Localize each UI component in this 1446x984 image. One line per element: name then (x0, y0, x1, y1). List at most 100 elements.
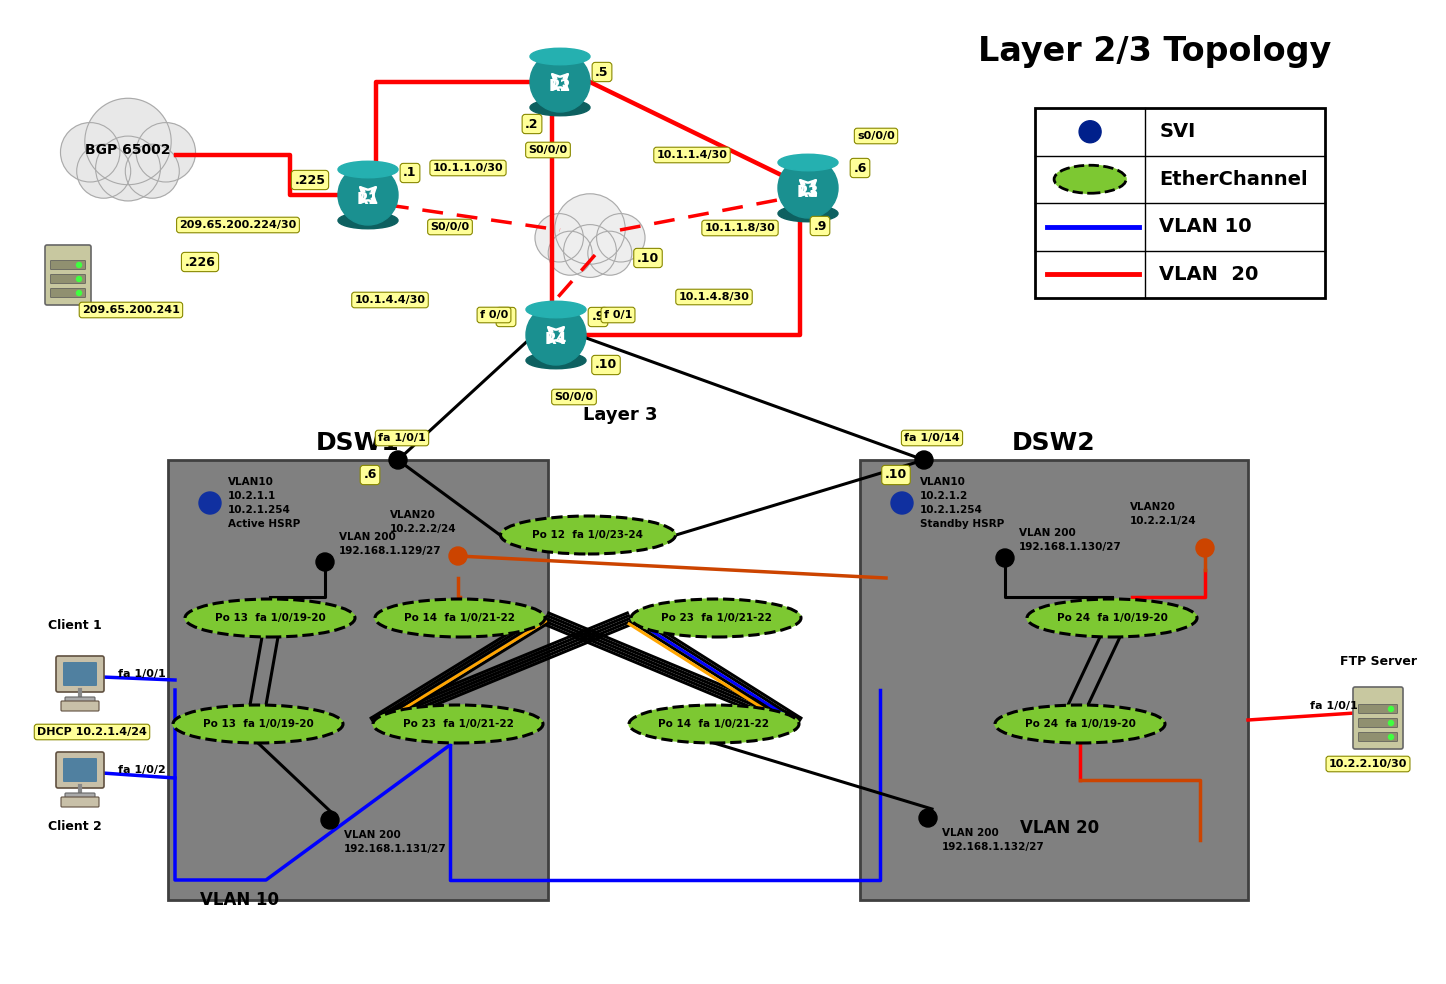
Circle shape (526, 305, 586, 365)
Text: .225: .225 (295, 173, 325, 187)
Ellipse shape (629, 705, 800, 743)
Circle shape (389, 451, 406, 469)
Circle shape (317, 553, 334, 571)
Circle shape (1388, 707, 1394, 711)
Text: DSW2: DSW2 (1012, 431, 1096, 455)
Text: VLAN 10: VLAN 10 (200, 891, 279, 909)
Text: VLAN10
10.2.1.2
10.2.1.254
Standby HSRP: VLAN10 10.2.1.2 10.2.1.254 Standby HSRP (920, 477, 1005, 529)
FancyBboxPatch shape (61, 797, 98, 807)
Ellipse shape (1027, 599, 1197, 637)
Text: .10: .10 (594, 358, 617, 372)
Ellipse shape (995, 705, 1165, 743)
Circle shape (1388, 720, 1394, 725)
FancyBboxPatch shape (56, 656, 104, 692)
Circle shape (920, 809, 937, 827)
Text: .226: .226 (185, 256, 215, 269)
Text: Po 13  fa 1/0/19-20: Po 13 fa 1/0/19-20 (202, 719, 314, 729)
Text: R3: R3 (797, 185, 820, 200)
Text: VLAN20
10.2.2.2/24: VLAN20 10.2.2.2/24 (390, 511, 457, 533)
Ellipse shape (526, 301, 586, 318)
Text: .1: .1 (403, 166, 416, 179)
Text: .6: .6 (853, 161, 866, 174)
FancyBboxPatch shape (65, 793, 95, 800)
Text: DSW1: DSW1 (317, 431, 401, 455)
Text: f 0/0: f 0/0 (480, 310, 508, 320)
Ellipse shape (373, 705, 544, 743)
Ellipse shape (375, 599, 545, 637)
Text: EtherChannel: EtherChannel (1160, 170, 1307, 189)
Text: R4: R4 (545, 332, 567, 347)
Text: SVI: SVI (1160, 122, 1196, 142)
Circle shape (891, 492, 912, 514)
Text: S0/0/0: S0/0/0 (528, 145, 568, 155)
FancyBboxPatch shape (45, 245, 91, 305)
Ellipse shape (531, 99, 590, 116)
Ellipse shape (338, 213, 398, 228)
Text: VLAN20
10.2.2.1/24: VLAN20 10.2.2.1/24 (1129, 503, 1197, 525)
Text: 10.2.2.10/30: 10.2.2.10/30 (1329, 759, 1407, 769)
FancyBboxPatch shape (1358, 718, 1397, 727)
Text: .6: .6 (363, 468, 377, 481)
Text: Po 23  fa 1/0/21-22: Po 23 fa 1/0/21-22 (661, 613, 771, 623)
FancyBboxPatch shape (51, 275, 85, 283)
Ellipse shape (185, 599, 356, 637)
Text: 10.1.4.4/30: 10.1.4.4/30 (354, 295, 425, 305)
Circle shape (338, 165, 398, 225)
Ellipse shape (778, 154, 839, 171)
FancyBboxPatch shape (1358, 705, 1397, 713)
Circle shape (555, 194, 625, 264)
Text: VLAN 200
192.168.1.132/27: VLAN 200 192.168.1.132/27 (941, 829, 1045, 851)
Ellipse shape (338, 161, 398, 178)
Text: S0/0/0: S0/0/0 (431, 222, 470, 232)
Text: Po 13  fa 1/0/19-20: Po 13 fa 1/0/19-20 (214, 613, 325, 623)
Ellipse shape (630, 599, 801, 637)
Text: .10: .10 (885, 468, 907, 481)
Circle shape (200, 492, 221, 514)
Circle shape (136, 123, 195, 182)
FancyBboxPatch shape (1358, 732, 1397, 742)
Circle shape (597, 214, 645, 262)
Circle shape (61, 123, 120, 182)
Circle shape (77, 290, 81, 295)
Text: R2: R2 (548, 79, 571, 94)
Circle shape (1196, 539, 1215, 557)
Bar (1035, 108, 1325, 298)
Text: fa 1/0/1: fa 1/0/1 (1310, 701, 1358, 711)
Circle shape (915, 451, 933, 469)
FancyBboxPatch shape (65, 697, 95, 704)
Text: VLAN 10: VLAN 10 (1160, 217, 1252, 236)
Circle shape (996, 549, 1014, 567)
Ellipse shape (1054, 165, 1126, 193)
Text: .2: .2 (525, 117, 539, 131)
Circle shape (85, 98, 171, 185)
Circle shape (450, 547, 467, 565)
Ellipse shape (500, 516, 675, 554)
FancyBboxPatch shape (56, 752, 104, 788)
Text: S0/0/0: S0/0/0 (554, 392, 593, 402)
Text: Client 1: Client 1 (48, 619, 101, 632)
Ellipse shape (174, 705, 343, 743)
FancyBboxPatch shape (1353, 687, 1403, 749)
Text: Po 23  fa 1/0/21-22: Po 23 fa 1/0/21-22 (402, 719, 513, 729)
Circle shape (535, 214, 583, 262)
FancyBboxPatch shape (51, 288, 85, 297)
Text: s0/0/0: s0/0/0 (857, 131, 895, 141)
Text: Po 14  fa 1/0/21-22: Po 14 fa 1/0/21-22 (405, 613, 516, 623)
Text: f 0/1: f 0/1 (604, 310, 632, 320)
Text: .10: .10 (636, 252, 659, 265)
Text: Po 24  fa 1/0/19-20: Po 24 fa 1/0/19-20 (1025, 719, 1135, 729)
Text: 10.1.4.8/30: 10.1.4.8/30 (678, 292, 749, 302)
Circle shape (564, 224, 616, 277)
FancyBboxPatch shape (64, 662, 97, 686)
FancyBboxPatch shape (51, 261, 85, 270)
Circle shape (77, 145, 130, 198)
Text: VLAN 20: VLAN 20 (1019, 819, 1099, 837)
Text: fa 1/0/1: fa 1/0/1 (119, 669, 166, 679)
Ellipse shape (526, 352, 586, 369)
Circle shape (1388, 734, 1394, 740)
Text: fa 1/0/14: fa 1/0/14 (904, 433, 960, 443)
Text: VLAN 200
192.168.1.131/27: VLAN 200 192.168.1.131/27 (344, 830, 447, 853)
Text: VLAN 200
192.168.1.129/27: VLAN 200 192.168.1.129/27 (338, 532, 441, 556)
Text: VLAN 200
192.168.1.130/27: VLAN 200 192.168.1.130/27 (1019, 528, 1122, 552)
Ellipse shape (531, 48, 590, 65)
